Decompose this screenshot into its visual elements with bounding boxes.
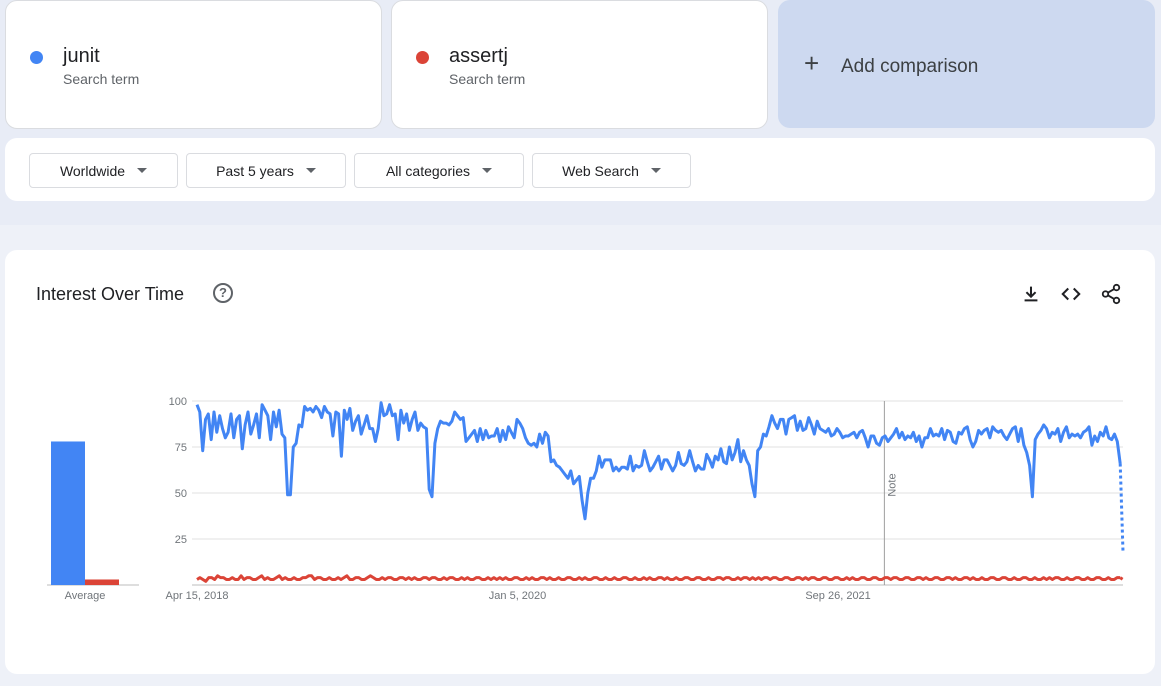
term-subtitle: Search term — [449, 71, 526, 87]
y-tick-label: 25 — [175, 534, 187, 546]
term-subtitle: Search term — [63, 71, 140, 87]
note-label: Note — [886, 473, 898, 496]
term-card-assertj[interactable]: assertj Search term — [391, 0, 768, 129]
series-line-1 — [196, 574, 1121, 583]
filter-bar: Worldwide Past 5 years All categories We… — [5, 138, 1155, 201]
trend-chart[interactable]: 100 75 50 25 Apr 15, 2018 Jan 5, 2020 Sep 26, … — [5, 250, 1155, 674]
term-name[interactable]: assertj — [449, 45, 508, 67]
category-filter-label: All categories — [385, 162, 471, 179]
series-color-dot — [30, 51, 43, 64]
y-tick-label: 100 — [169, 396, 187, 408]
search-property-label: Web Search — [562, 162, 639, 179]
dropdown-caret-icon — [137, 168, 148, 173]
region-filter-label: Worldwide — [59, 162, 126, 179]
help-icon[interactable]: ? — [213, 283, 233, 303]
dropdown-caret-icon — [650, 168, 661, 173]
time-filter[interactable]: Past 5 years — [186, 153, 346, 188]
term-name[interactable]: junit — [63, 45, 100, 67]
region-filter[interactable]: Worldwide — [29, 153, 178, 188]
add-comparison-button[interactable]: + Add comparison — [778, 0, 1155, 128]
series-partial-segment-1 — [1119, 576, 1124, 581]
average-bar-0 — [51, 441, 85, 585]
dropdown-caret-icon — [305, 168, 316, 173]
time-filter-label: Past 5 years — [216, 162, 294, 179]
plus-icon: + — [804, 48, 820, 78]
chart-title: Interest Over Time — [36, 284, 185, 304]
share-icon[interactable] — [1100, 283, 1122, 305]
interest-over-time-card: Interest Over Time ? 100 75 50 25 Apr 15, 20… — [5, 250, 1155, 674]
series-line-0 — [195, 401, 1122, 521]
x-tick-label: Sep 26, 2021 — [805, 590, 870, 602]
series-partial-segment-0 — [1118, 463, 1125, 552]
x-tick-label: Jan 5, 2020 — [489, 590, 547, 602]
add-comparison-label: Add comparison — [841, 56, 979, 77]
category-filter[interactable]: All categories — [354, 153, 524, 188]
download-icon[interactable] — [1020, 283, 1042, 305]
average-bar-1 — [85, 579, 119, 585]
embed-icon[interactable] — [1060, 283, 1082, 305]
x-tick-label: Apr 15, 2018 — [166, 590, 229, 602]
search-property-filter[interactable]: Web Search — [532, 153, 691, 188]
y-tick-label: 75 — [175, 442, 187, 454]
term-card-junit[interactable]: junit Search term — [5, 0, 382, 129]
dropdown-caret-icon — [482, 168, 493, 173]
y-tick-label: 50 — [175, 488, 187, 500]
average-label: Average — [65, 590, 106, 602]
series-color-dot — [416, 51, 429, 64]
